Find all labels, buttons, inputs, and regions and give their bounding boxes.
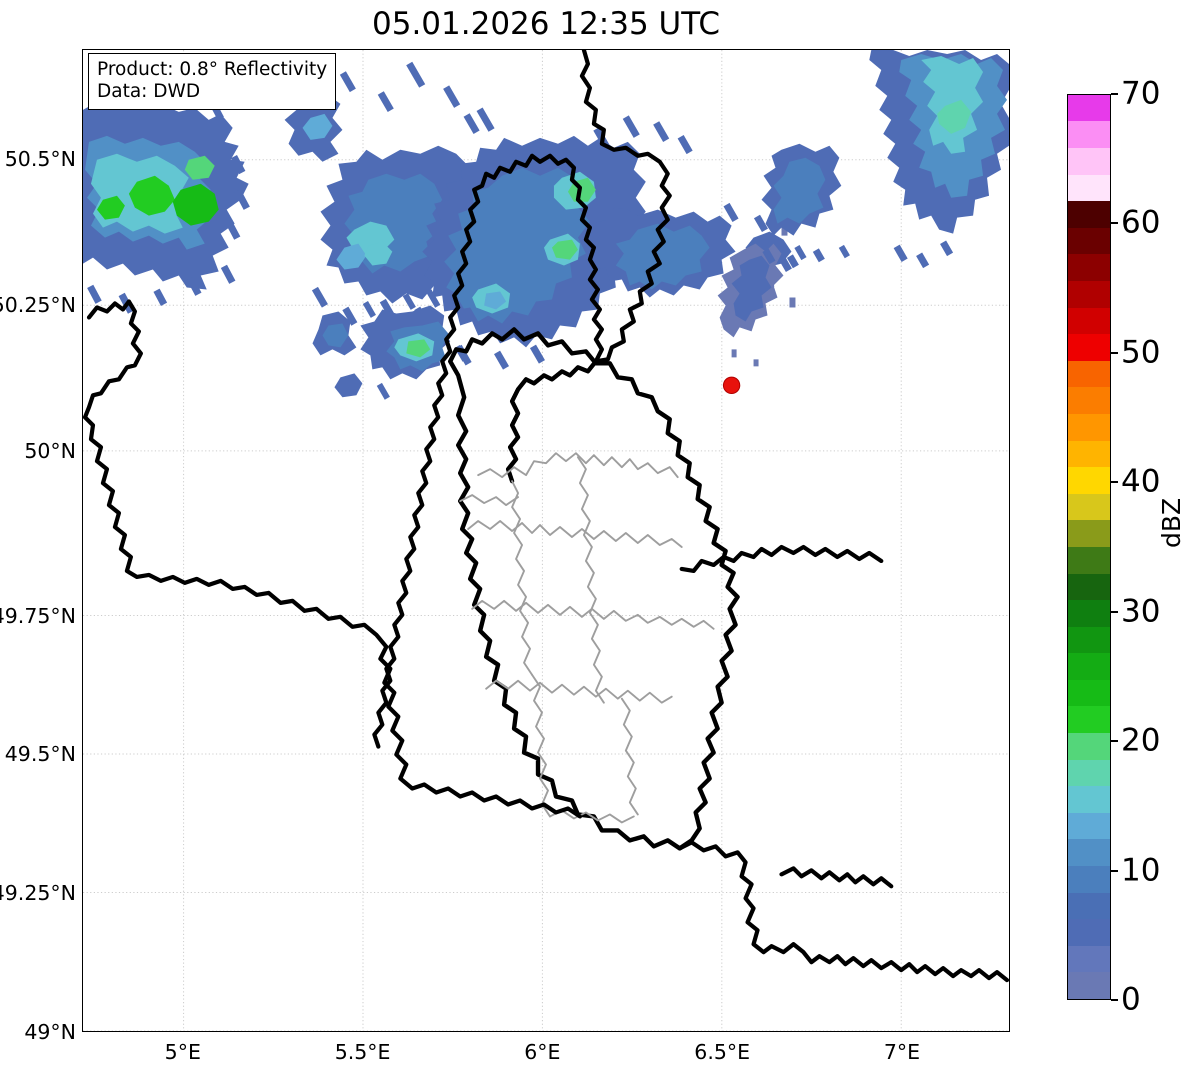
colorbar-tick-label: 0 (1121, 981, 1141, 1018)
annotation-data-line: Data: DWD (97, 80, 201, 102)
colorbar-segment-11 (1068, 679, 1110, 707)
y-tick-50: 50°N (24, 438, 76, 463)
radar-site-marker[interactable] (722, 376, 741, 394)
colorbar-tick-label: 30 (1121, 593, 1161, 630)
colorbar-segment-7 (1068, 786, 1110, 813)
radar-echo-northeast (761, 50, 1009, 269)
colorbar-segment-14 (1068, 600, 1110, 627)
radar-echo-east-streak (717, 213, 813, 367)
map-plot-area (82, 49, 1010, 1032)
colorbar-segment-19 (1068, 467, 1110, 494)
colorbar-segment-15 (1068, 573, 1110, 601)
x-tick-5: 5°E (164, 1040, 201, 1064)
x-tick-7: 7°E (883, 1040, 921, 1064)
colorbar-tick-line (1111, 351, 1118, 354)
y-tick-50-25: 50.25°N (0, 292, 76, 317)
radar-echo-south-scatter (312, 289, 468, 400)
colorbar-segment-4 (1068, 866, 1110, 893)
canton-borders (459, 452, 715, 824)
x-tick-6: 6°E (524, 1040, 561, 1064)
colorbar-segment-13 (1068, 626, 1110, 654)
colorbar-segment-29 (1068, 201, 1110, 228)
colorbar-segment-23 (1068, 360, 1110, 388)
west-border (83, 299, 583, 819)
colorbar-segment-6 (1068, 812, 1110, 840)
x-tick-6-5: 6.5°E (694, 1040, 751, 1064)
colorbar-tick-line (1111, 93, 1118, 95)
colorbar-tick-group: 0 10 20 30 40 50 60 70 (1111, 78, 1201, 1015)
colorbar-segment-18 (1068, 493, 1110, 521)
colorbar-segment-9 (1068, 733, 1110, 760)
figure-title: 05.01.2026 12:35 UTC (372, 6, 720, 42)
reflectivity-colorbar (1067, 94, 1111, 1000)
colorbar-tick-line (1111, 740, 1118, 743)
colorbar-tick-label: 70 (1121, 75, 1161, 112)
colorbar-segment-1 (1068, 945, 1110, 973)
colorbar-segment-21 (1068, 413, 1110, 441)
colorbar-segment-22 (1068, 387, 1110, 414)
luxembourg-outline (448, 327, 740, 851)
colorbar-segment-31 (1068, 148, 1110, 175)
product-annotation-box: Product: 0.8° Reflectivity Data: DWD (88, 53, 337, 110)
x-tick-5-5: 5.5°E (334, 1040, 391, 1064)
colorbar-label: dBZ (1157, 497, 1186, 548)
southeast-border (677, 840, 1009, 983)
colorbar-segment-10 (1068, 706, 1110, 734)
colorbar-tick-line (1111, 222, 1118, 225)
annotation-product-line: Product: 0.8° Reflectivity (97, 59, 328, 80)
colorbar-segment-33 (1068, 94, 1110, 122)
colorbar-tick-label: 40 (1121, 463, 1161, 500)
colorbar-segment-25 (1068, 307, 1110, 335)
map-canvas (83, 50, 1009, 1031)
colorbar-segment-28 (1068, 227, 1110, 255)
y-tick-49: 49°N (24, 1020, 76, 1044)
y-tick-50-5: 50.5°N (4, 147, 76, 171)
y-axis-tick-labels: 49°N 49.25°N 49.5°N 49.75°N 50°N 50.25°N… (0, 0, 76, 1081)
colorbar-tick-label: 20 (1121, 722, 1161, 759)
colorbar-tick-label: 50 (1121, 334, 1161, 371)
national-borders (372, 50, 884, 749)
colorbar-segment-26 (1068, 280, 1110, 308)
colorbar-tick-line (1111, 869, 1118, 872)
colorbar-segment-2 (1068, 919, 1110, 946)
colorbar-segment-3 (1068, 892, 1110, 920)
colorbar-segment-20 (1068, 440, 1110, 468)
colorbar-segment-27 (1068, 254, 1110, 281)
y-tick-49-5: 49.5°N (4, 742, 76, 767)
colorbar-segment-8 (1068, 759, 1110, 787)
colorbar-segment-0 (1068, 972, 1110, 999)
colorbar-segment-12 (1068, 653, 1110, 680)
colorbar-tick-label: 60 (1121, 204, 1161, 241)
colorbar-tick-line (1111, 481, 1118, 484)
colorbar-segment-5 (1068, 839, 1110, 867)
colorbar-segment-32 (1068, 121, 1110, 148)
colorbar-tick-label: 10 (1121, 852, 1161, 889)
y-tick-49-75: 49.75°N (0, 603, 76, 628)
colorbar-tick-line (1111, 610, 1118, 613)
colorbar-segment-16 (1068, 546, 1110, 574)
colorbar-segment-30 (1068, 174, 1110, 202)
colorbar-segment-17 (1068, 520, 1110, 547)
colorbar-tick-line (1111, 999, 1118, 1001)
colorbar-segment-24 (1068, 334, 1110, 361)
radar-echo-eifel (589, 202, 807, 302)
y-tick-49-25: 49.25°N (0, 881, 76, 906)
